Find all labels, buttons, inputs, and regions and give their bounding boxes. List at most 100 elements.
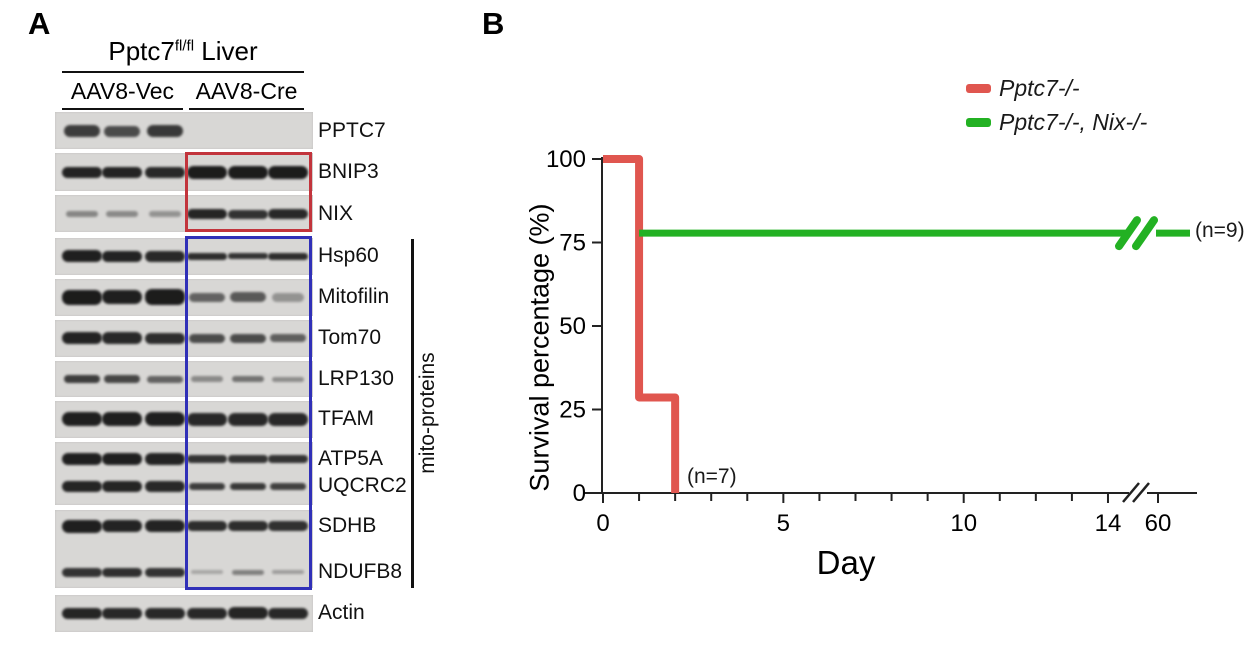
blot-band — [62, 166, 102, 178]
blot-hsp60 — [55, 238, 313, 275]
blot-band — [232, 376, 264, 382]
blot-sdhb-ndufb8 — [55, 510, 313, 588]
blot-band — [102, 480, 142, 492]
blot-band — [191, 570, 223, 574]
x-tick-label: 5 — [777, 510, 790, 537]
blot-label-atp5a: ATP5A — [318, 447, 383, 470]
panel-b-survival-chart: 0 25 50 75 100 0 5 10 14 60 B Pptc7-/- Pptc7-/-, … — [478, 0, 1258, 646]
blot-band — [145, 332, 185, 344]
annotation-n9: (n=9) — [1195, 219, 1245, 242]
blot-band — [228, 521, 268, 531]
blot-band — [268, 252, 308, 260]
y-axis-label: Survival percentage (%) — [524, 203, 555, 492]
blot-band — [147, 125, 183, 137]
y-tick-label: 0 — [573, 480, 586, 507]
blot-band — [64, 125, 100, 137]
blot-band — [62, 332, 102, 344]
blot-band — [102, 290, 142, 304]
blot-band — [272, 292, 304, 302]
blot-atp5a-uqcrc2 — [55, 442, 313, 505]
blot-band — [147, 375, 183, 383]
blot-band — [228, 412, 268, 426]
green-line-break-slash — [1132, 216, 1158, 251]
blot-actin — [55, 595, 313, 632]
panel-b-label: B — [482, 6, 505, 41]
blot-band — [145, 166, 185, 178]
blot-band — [189, 292, 225, 302]
blot-band — [62, 289, 102, 305]
title-gene: Pptc7 — [108, 36, 175, 66]
x-axis-break-slash — [1122, 482, 1140, 503]
blot-band — [62, 412, 102, 426]
blot-band — [62, 453, 102, 465]
blot-band — [272, 376, 304, 382]
blot-mitofilin — [55, 279, 313, 316]
blot-band — [102, 567, 142, 577]
blot-lrp130 — [55, 361, 313, 397]
x-tick-label: 60 — [1145, 510, 1172, 537]
x-axis-label: Day — [816, 544, 876, 581]
y-tick-label: 50 — [559, 313, 586, 340]
x-axis-break-slash — [1132, 482, 1150, 503]
survival-curve-pptc7-ko — [603, 155, 680, 493]
highlight-box-mito-proteins — [185, 236, 312, 590]
blot-band — [102, 520, 142, 532]
panel-a-label: A — [28, 6, 51, 41]
mito-proteins-label: mito-proteins — [416, 352, 439, 474]
blot-band — [145, 520, 185, 532]
blot-label-hsp60: Hsp60 — [318, 244, 379, 267]
blot-band — [62, 519, 102, 533]
blot-band — [106, 211, 138, 217]
blot-band — [187, 521, 227, 531]
blot-band — [104, 375, 140, 383]
blot-label-nix: NIX — [318, 202, 354, 225]
legend-item-pptc7-ko: Pptc7-/- — [966, 75, 1080, 101]
mito-proteins-bracket — [411, 239, 414, 588]
y-tick-label: 75 — [559, 230, 586, 257]
x-tick-label: 14 — [1095, 510, 1122, 537]
blot-label-tfam: TFAM — [318, 407, 374, 430]
blot-band — [66, 211, 98, 217]
column-header-aav8-cre: AAV8-Cre — [189, 78, 304, 110]
blot-label-uqcrc2: UQCRC2 — [318, 474, 407, 497]
blot-band — [228, 209, 268, 219]
blot-band — [230, 482, 266, 490]
legend-item-pptc7-nix-dko: Pptc7-/-, Nix-/- — [966, 109, 1147, 135]
legend-swatch-red — [966, 83, 991, 93]
blot-band — [228, 253, 268, 259]
blot-label-mitofilin: Mitofilin — [318, 285, 390, 308]
blot-band — [191, 376, 223, 382]
blot-band — [268, 412, 308, 426]
blot-band — [268, 165, 308, 179]
blot-band — [102, 607, 142, 619]
blot-band — [230, 292, 266, 302]
blot-band — [268, 209, 308, 219]
blot-band — [187, 165, 227, 179]
blot-band — [145, 607, 185, 619]
blot-band — [145, 567, 185, 577]
blot-band — [145, 453, 185, 465]
blot-band — [272, 570, 304, 574]
blot-band — [268, 455, 308, 463]
blot-band — [62, 250, 102, 262]
legend-swatch-green — [966, 117, 991, 127]
blot-band — [228, 607, 268, 619]
blot-label-actin: Actin — [318, 601, 365, 624]
blot-band — [102, 412, 142, 426]
blot-band — [268, 521, 308, 531]
blot-band — [189, 482, 225, 490]
blot-band — [187, 455, 227, 463]
blot-band — [187, 607, 227, 619]
blot-group-title: Pptc7fl/fl Liver — [62, 36, 304, 73]
blot-band — [187, 252, 227, 260]
blot-band — [270, 482, 306, 490]
blot-band — [102, 250, 142, 262]
legend-label-pptc7-nix-dko: Pptc7-/-, Nix-/- — [999, 108, 1148, 135]
legend-label-pptc7-ko: Pptc7-/- — [999, 74, 1080, 101]
blot-band — [102, 453, 142, 465]
blot-label-sdhb: SDHB — [318, 514, 377, 537]
blot-bnip3 — [55, 153, 313, 191]
blot-band — [270, 334, 306, 342]
plot-ticks: 0 25 50 75 100 0 5 10 14 60 — [546, 146, 1171, 537]
blot-band — [102, 332, 142, 344]
